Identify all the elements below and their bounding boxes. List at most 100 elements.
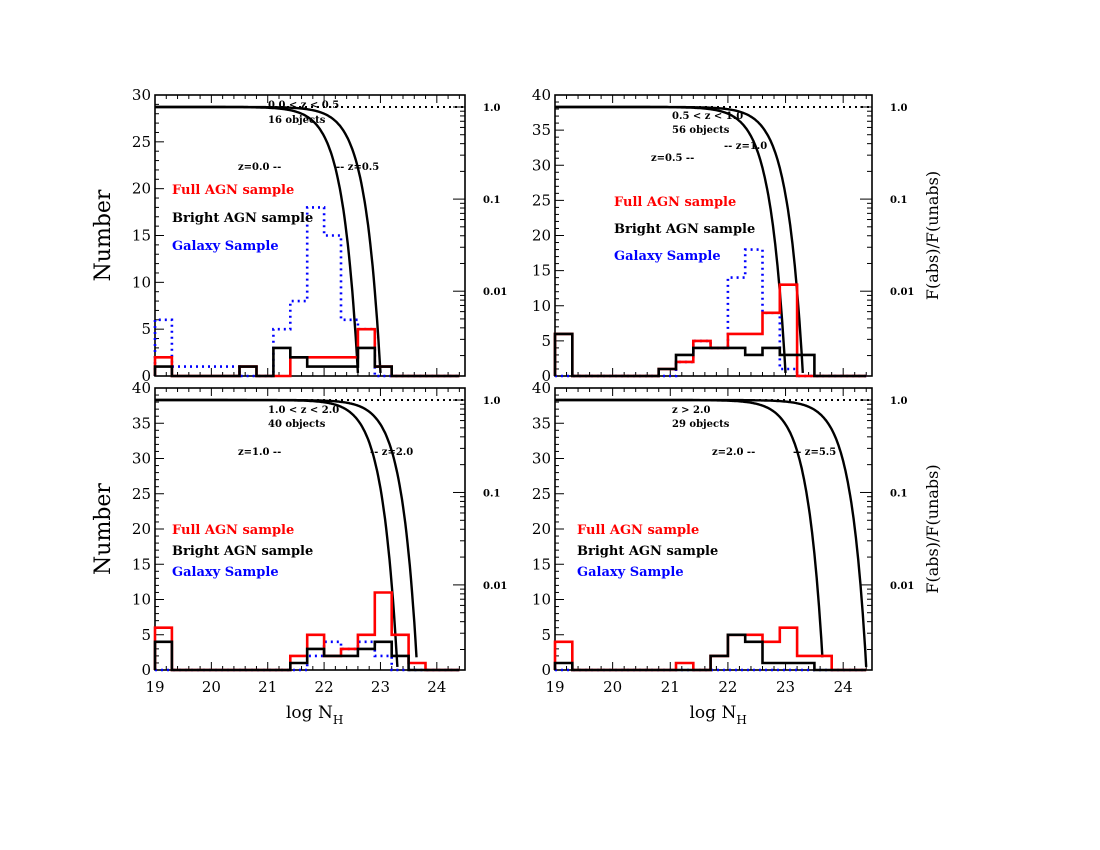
panel-4: 19 20 21 22 23 24 0 5 10 15 20 25 30 35 40 1.0 0.1 0.01 z=…: [532, 379, 942, 727]
y-tick-label: 40: [132, 379, 151, 397]
plot-frame: [154, 94, 466, 377]
y-tick-label: 40: [532, 86, 551, 104]
right-tick-label: 0.1: [890, 195, 907, 206]
x-tick-label: 24: [427, 678, 446, 696]
curve-label: -- z=5.5: [793, 447, 836, 458]
y-tick-label: 20: [132, 520, 151, 538]
x-axis-label: log NH: [286, 703, 343, 727]
legend-galaxy: Galaxy Sample: [577, 565, 684, 580]
right-tick-label: 0.1: [483, 195, 500, 206]
y-tick-label: 40: [532, 379, 551, 397]
right-tick-label: 1.0: [483, 103, 500, 114]
y-tick-label: 30: [132, 86, 151, 104]
histogram-full_agn: [153, 327, 460, 378]
curve-label: -- z=0.5: [336, 162, 379, 173]
curve-label: z=0.5 --: [651, 153, 694, 164]
x-tick-label: 22: [718, 678, 737, 696]
y-tick-label: 15: [132, 227, 151, 245]
right-tick-label: 0.1: [483, 488, 500, 499]
x-tick-label: 22: [315, 678, 334, 696]
y-tick-label: 0: [541, 661, 551, 679]
panel-title: 0.5 < z < 1.0: [672, 111, 743, 122]
legend-bright_agn: Bright AGN sample: [577, 544, 718, 559]
x-axis-label-main: log N: [690, 703, 737, 723]
y-axis-label: Number: [91, 483, 116, 575]
y-tick-label: 5: [141, 320, 151, 338]
legend-galaxy: Galaxy Sample: [614, 249, 721, 264]
right-tick-label: 0.01: [483, 287, 507, 298]
panel-subtitle: 16 objects: [268, 115, 326, 126]
legend-bright_agn: Bright AGN sample: [172, 544, 313, 559]
right-tick-label: 0.01: [890, 581, 914, 592]
y-tick-label: 15: [532, 555, 551, 573]
legend-bright_agn: Bright AGN sample: [614, 222, 755, 237]
y-tick-label: 5: [541, 626, 551, 644]
x-tick-label: 24: [834, 678, 853, 696]
panel-subtitle: 29 objects: [672, 419, 730, 430]
y-tick-label: 20: [132, 180, 151, 198]
y-tick-label: 10: [132, 591, 151, 609]
legend-full_agn: Full AGN sample: [614, 195, 736, 210]
histogram-bright_agn: [153, 640, 460, 672]
curve-label: z=0.0 --: [238, 162, 281, 173]
curve-label: -- z=1.0: [724, 141, 767, 152]
y-tick-label: 35: [132, 414, 151, 432]
y-tick-label: 35: [532, 414, 551, 432]
y-tick-label: 10: [532, 297, 551, 315]
right-axis-label: F(abs)/F(unabs): [923, 464, 942, 593]
panel-subtitle: 40 objects: [268, 419, 326, 430]
y-tick-label: 30: [532, 450, 551, 468]
x-tick-label: 23: [371, 678, 390, 696]
y-tick-label: 25: [132, 133, 151, 151]
right-axis-label: F(abs)/F(unabs): [923, 171, 942, 300]
x-tick-label: 19: [145, 678, 164, 696]
absorption-curve: [555, 105, 804, 373]
legend-full_agn: Full AGN sample: [577, 523, 699, 538]
x-tick-label: 23: [776, 678, 795, 696]
legend-galaxy: Galaxy Sample: [172, 239, 279, 254]
legend-galaxy: Galaxy Sample: [172, 565, 279, 580]
x-tick-label: 21: [661, 678, 680, 696]
panel-subtitle: 56 objects: [672, 125, 730, 136]
x-tick-label: 19: [545, 678, 564, 696]
absorption-curve: [155, 398, 418, 658]
y-tick-label: 0: [541, 367, 551, 385]
y-tick-label: 30: [132, 450, 151, 468]
right-tick-label: 0.01: [890, 287, 914, 298]
y-tick-label: 10: [532, 591, 551, 609]
panel-title: z > 2.0: [672, 405, 710, 416]
y-tick-label: 20: [532, 520, 551, 538]
curve-label: z=1.0 --: [238, 447, 281, 458]
y-tick-label: 25: [532, 485, 551, 503]
x-axis-label-sub: H: [333, 713, 343, 727]
right-tick-label: 1.0: [890, 396, 907, 407]
right-tick-label: 1.0: [483, 396, 500, 407]
y-axis-label: Number: [91, 189, 116, 281]
legend-bright_agn: Bright AGN sample: [172, 211, 313, 226]
curve-label: -- z=2.0: [370, 447, 413, 458]
x-tick-label: 20: [603, 678, 622, 696]
histogram-bright_agn: [553, 332, 867, 378]
y-tick-label: 0: [141, 367, 151, 385]
panel-title: 0.0 < z < 0.5: [268, 100, 339, 111]
panel-2: 0 5 10 15 20 25 30 35 40 1.0 0.1 0.01 z=0.5 -- -- z=1…: [532, 86, 942, 385]
y-tick-label: 20: [532, 227, 551, 245]
absorption-curve: [155, 105, 382, 373]
histogram-bright_agn: [553, 633, 867, 672]
x-axis-label-sub: H: [736, 713, 746, 727]
curve-label: z=2.0 --: [712, 447, 755, 458]
histogram-galaxy: [555, 248, 867, 378]
y-tick-label: 35: [532, 121, 551, 139]
x-axis-label: log NH: [690, 703, 747, 727]
y-tick-label: 5: [541, 332, 551, 350]
absorption-curve: [555, 398, 868, 667]
histogram-full_agn: [553, 283, 867, 378]
panel-1: 0 5 10 15 20 25 30 1.0 0.1 0.01 z=0.0 -- -- z=0.5 0.…: [91, 86, 507, 385]
legend-full_agn: Full AGN sample: [172, 523, 294, 538]
histogram-bright_agn: [153, 346, 460, 378]
right-tick-label: 1.0: [890, 103, 907, 114]
legend-full_agn: Full AGN sample: [172, 183, 294, 198]
y-tick-label: 25: [132, 485, 151, 503]
y-tick-label: 15: [132, 555, 151, 573]
